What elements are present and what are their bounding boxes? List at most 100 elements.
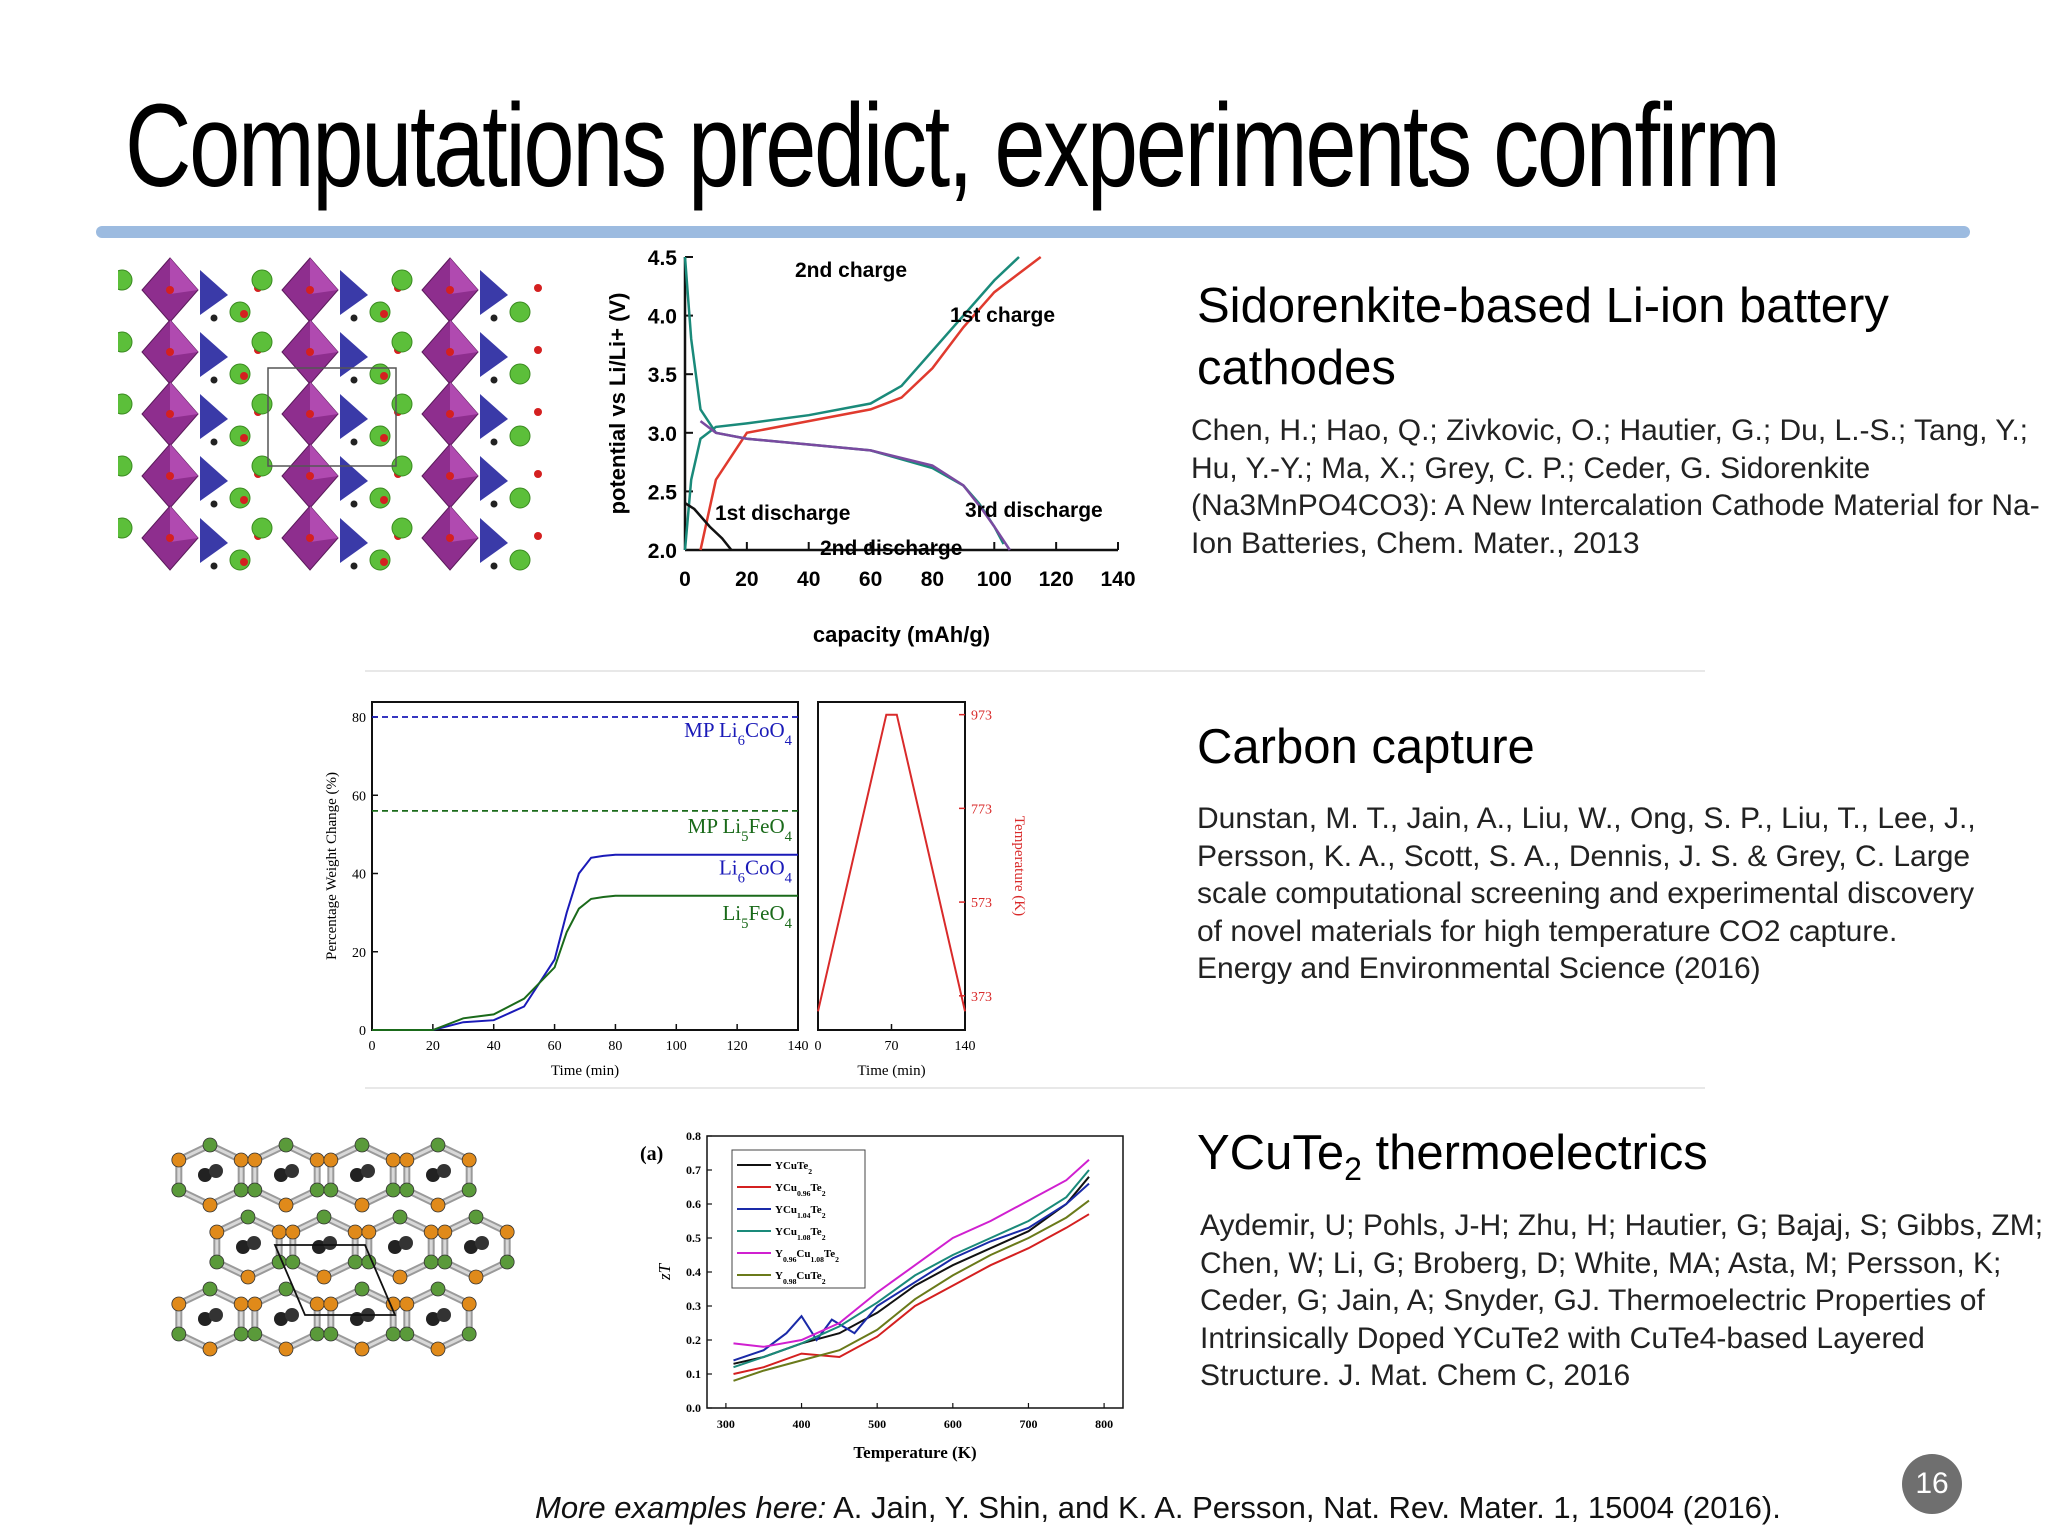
x-tick-label: 70 [885, 1039, 899, 1054]
y-tick-label: 20 [352, 946, 366, 961]
y-tick-label: 60 [352, 789, 366, 804]
reference-line-label: MP Li5FeO4 [688, 814, 793, 845]
y-tick-label: 773 [971, 802, 992, 817]
series-line [372, 853, 798, 1031]
legend-entry: YCuTe2 [775, 1160, 812, 1176]
y-tick-label: 0.6 [686, 1197, 701, 1211]
series-line-1st-discharge [684, 502, 733, 551]
ycute2-structure-image [171, 1137, 515, 1357]
x-tick-label: 100 [977, 568, 1012, 591]
section-heading-thermoelectrics: YCuTe2 thermoelectrics [1197, 1126, 1708, 1187]
page-title: Computations predict, experiments confir… [125, 80, 1781, 212]
reference-line-label: MP Li6CoO4 [684, 718, 793, 749]
x-tick-label: 140 [1100, 568, 1135, 591]
section-divider [365, 670, 1705, 672]
y-tick-label: 0.7 [686, 1163, 701, 1177]
y-tick-label: 2.5 [648, 481, 678, 504]
y-tick-label: 4.5 [648, 247, 678, 270]
y-tick-label: 0.3 [686, 1299, 701, 1313]
x-tick-label: 120 [1039, 568, 1074, 591]
reference-carbon-capture: Dunstan, M. T., Jain, A., Liu, W., Ong, … [1197, 802, 1976, 985]
y-tick-label: 2.0 [648, 540, 677, 563]
temperature-profile-chart: 0 70 140 373 573 773 973 Time (min) Temperature … [815, 701, 1027, 1079]
x-tick-label: 80 [608, 1039, 622, 1054]
annotation-label: 1st discharge [715, 502, 850, 525]
series-line [372, 894, 798, 1031]
legend-entry: YCu1.08Te2 [775, 1226, 826, 1242]
y-axis-label: potential vs Li/Li+ (V) [605, 293, 630, 515]
reference-sidorenkite: Chen, H.; Hao, Q.; Zivkovic, O.; Hautier… [1191, 414, 2040, 560]
y-tick-label: 0.5 [686, 1231, 701, 1245]
y-tick-label: 0 [359, 1024, 366, 1039]
y-tick-label: 3.0 [648, 423, 677, 446]
x-tick-label: 600 [944, 1417, 962, 1431]
legend-entry: YCu1.04Te2 [775, 1204, 826, 1220]
annotation-label: 1st charge [950, 304, 1055, 327]
plot-frame [371, 701, 799, 1031]
temperature-line [817, 713, 966, 1012]
battery-voltage-chart: 2.0 2.5 3.0 3.5 4.0 4.5 0 20 40 60 80 100 120 140 capa… [605, 247, 1136, 647]
y-tick-label: 0.2 [686, 1333, 701, 1347]
x-tick-label: 800 [1095, 1417, 1113, 1431]
annotation-label: 2nd charge [795, 259, 907, 282]
series-line-3rd-discharge [699, 420, 1011, 551]
sidorenkite-structure-image [118, 257, 542, 571]
y-tick-label: 0.4 [686, 1265, 701, 1279]
section-heading-carbon-capture: Carbon capture [1197, 720, 1535, 774]
series-line [733, 1169, 1090, 1369]
plot-frame [817, 701, 966, 1031]
y-tick-label: 373 [971, 990, 992, 1005]
x-tick-label: 100 [666, 1039, 687, 1054]
y-axis-label: Temperature (K) [1011, 816, 1027, 916]
y-tick-label: 80 [352, 711, 366, 726]
page-number-badge: 16 [1902, 1454, 1962, 1514]
x-tick-label: 400 [793, 1417, 811, 1431]
series-line-1st-charge [699, 256, 1042, 551]
x-tick-label: 40 [797, 568, 820, 591]
series-line [733, 1182, 1090, 1362]
y-tick-label: 973 [971, 709, 992, 724]
y-tick-label: 4.0 [648, 306, 677, 329]
x-tick-label: 20 [735, 568, 758, 591]
x-tick-label: 0 [679, 568, 691, 591]
x-axis-label: Time (min) [857, 1063, 925, 1079]
y-tick-label: 573 [971, 896, 992, 911]
legend-entry: Y0.98CuTe2 [775, 1270, 826, 1286]
x-tick-label: 60 [548, 1039, 562, 1054]
x-tick-label: 500 [868, 1417, 886, 1431]
x-tick-label: 700 [1019, 1417, 1037, 1431]
series-label: Li5FeO4 [722, 901, 792, 932]
x-tick-label: 300 [717, 1417, 735, 1431]
series-line-2nd-charge [683, 256, 1020, 551]
legend-box [731, 1149, 866, 1289]
legend-entry: YCu0.96Te2 [775, 1182, 826, 1198]
series-line [733, 1213, 1090, 1375]
section-heading-sidorenkite: Sidorenkite-based Li-ion battery cathode… [1197, 279, 1889, 395]
legend-entry: Y0.96Cu1.08Te2 [775, 1248, 839, 1264]
footer-citation: More examples here: A. Jain, Y. Shin, an… [535, 1490, 1781, 1525]
x-tick-label: 40 [487, 1039, 501, 1054]
annotation-label: 2nd discharge [820, 537, 962, 560]
section-divider [365, 1087, 1705, 1089]
series-label: Li6CoO4 [719, 856, 793, 887]
y-tick-label: 0.8 [686, 1129, 701, 1143]
y-tick-label: 0.0 [686, 1401, 701, 1415]
y-tick-label: 3.5 [648, 364, 678, 387]
weight-change-chart: 0 20 40 60 80 0 20 40 60 80 100 120 140 Time (min) Per… [324, 701, 809, 1079]
x-axis-label: capacity (mAh/g) [813, 622, 990, 647]
annotation-label: 3rd discharge [965, 499, 1103, 522]
y-tick-label: 0.1 [686, 1367, 701, 1381]
x-tick-label: 140 [955, 1039, 976, 1054]
zt-thermoelectric-chart: (a) 0.0 0.1 0.2 0.3 0.4 0.5 0.6 0.7 0.8 300 400 500 6… [640, 1129, 1124, 1462]
x-tick-label: 0 [369, 1039, 376, 1054]
reference-thermoelectrics: Aydemir, U; Pohls, J-H; Zhu, H; Hautier,… [1200, 1209, 2044, 1392]
x-tick-label: 120 [727, 1039, 748, 1054]
x-tick-label: 0 [815, 1039, 822, 1054]
panel-label: (a) [640, 1143, 663, 1165]
x-tick-label: 140 [788, 1039, 809, 1054]
x-tick-label: 80 [921, 568, 944, 591]
x-tick-label: 60 [859, 568, 882, 591]
y-axis-label: Percentage Weight Change (%) [324, 772, 340, 960]
y-tick-label: 40 [352, 868, 366, 883]
title-rule [96, 226, 1970, 238]
